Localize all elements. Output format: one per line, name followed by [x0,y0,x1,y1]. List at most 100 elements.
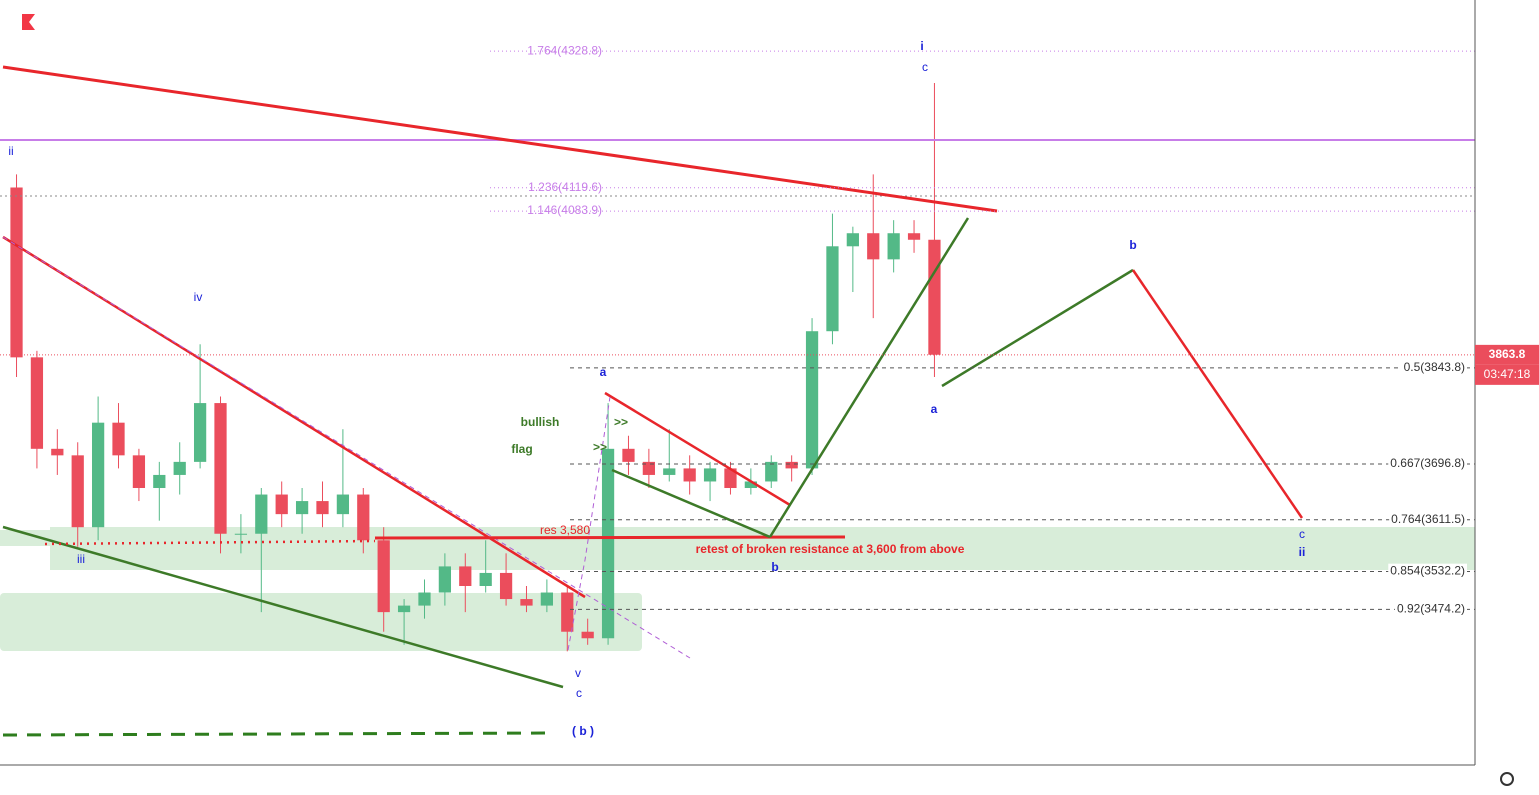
time-axis [0,765,1475,795]
label-background [1389,511,1467,526]
annotation: b [771,560,778,574]
candle-body [153,474,166,489]
levels: 1.764(4328.8) 1.236(4119.6) 1.146(4083.9) 0… [0,43,1475,616]
candle-body [316,501,329,515]
candle-body [438,566,452,593]
annotation: i [920,39,923,53]
candle-body [336,494,350,515]
retracement-label: 0.764(3611.5) [1391,512,1465,526]
last-price-label: 3863.8 [1489,347,1526,361]
candle-body [581,631,594,639]
wave-line [941,268,1134,388]
candle-body [132,455,146,489]
candle-body [173,461,186,475]
retracement-label: 0.5(3843.8) [1404,360,1465,374]
zones [0,527,1475,651]
annotation: b [1129,238,1136,252]
candle-body [663,468,676,475]
annotation: retest of broken resistance at 3,600 fro… [696,542,965,556]
candle-body [112,422,125,456]
candle-body [744,481,757,489]
wave-line [1131,269,1304,519]
candle-body [214,403,227,534]
trend-line [2,731,551,737]
candle-body [887,233,900,260]
annotation: res 3,580 [540,523,590,537]
flag-line [604,391,791,507]
candle-body [397,605,411,613]
support-zone [0,593,642,651]
annotation: >> [614,415,628,429]
annotation: ( b ) [572,724,594,738]
candle-body [499,572,513,600]
label-background [1388,563,1467,578]
settings-icon[interactable] [1500,772,1514,786]
annotation: a [931,402,938,416]
candle-body [30,357,44,449]
candle-body [10,187,23,358]
support-zone [0,530,50,546]
countdown-label: 03:47:18 [1484,367,1531,381]
annotation: iv [194,290,203,304]
candle-body [51,448,64,456]
candle-body [785,461,798,469]
candle-body [805,331,819,469]
candle-body [826,246,839,332]
candle-body [724,468,737,489]
annotation: c [1299,527,1305,541]
annotation: iii [77,552,85,566]
candle-body [234,533,248,535]
countdown-box [1475,364,1539,385]
annotation: ii [8,144,13,158]
extension-label: 1.236(4119.6) [528,180,602,194]
annotation: a [600,365,607,379]
candle-body [275,494,288,515]
resistance-line [374,535,846,540]
annotation: c [576,686,582,700]
candle-body [377,540,390,613]
drawings [0,14,1475,737]
candle-body [561,592,574,632]
price-axis [1475,0,1539,795]
candle-body [418,592,431,606]
candle-body [928,239,941,355]
candle-body [71,455,84,528]
candle-body [91,422,105,528]
annotation: c [922,60,928,74]
extension-label: 1.146(4083.9) [527,203,602,217]
candle-body [479,572,492,586]
candle-body [622,448,635,462]
label-background [1401,360,1467,375]
retracement-label: 0.667(3696.8) [1390,456,1465,470]
annotation: ii [1299,545,1306,559]
annotation: flag [511,442,532,456]
candle-body [867,233,880,260]
candle-body [540,592,553,606]
candle-body [703,468,717,482]
wave-line [567,396,611,651]
last-price-box [1475,344,1539,365]
label-background [1388,456,1467,471]
trend-line [2,65,998,213]
retracement-label: 0.854(3532.2) [1390,564,1465,578]
annotation: v [575,666,581,680]
logo-icon [22,14,35,30]
annotation: >> [593,440,607,454]
retracement-label: 0.92(3474.2) [1397,602,1465,616]
candle-body [846,233,859,247]
candle-body [642,461,655,475]
candles [10,82,941,652]
trend-line [2,525,564,689]
candle-body [255,494,268,534]
candle-body [357,494,370,541]
wave-line [768,217,970,538]
candle-body [520,599,533,606]
candle-body [765,461,778,482]
candle-body [907,233,921,240]
candle-body [295,501,309,515]
extension-label: 1.764(4328.8) [527,43,602,57]
